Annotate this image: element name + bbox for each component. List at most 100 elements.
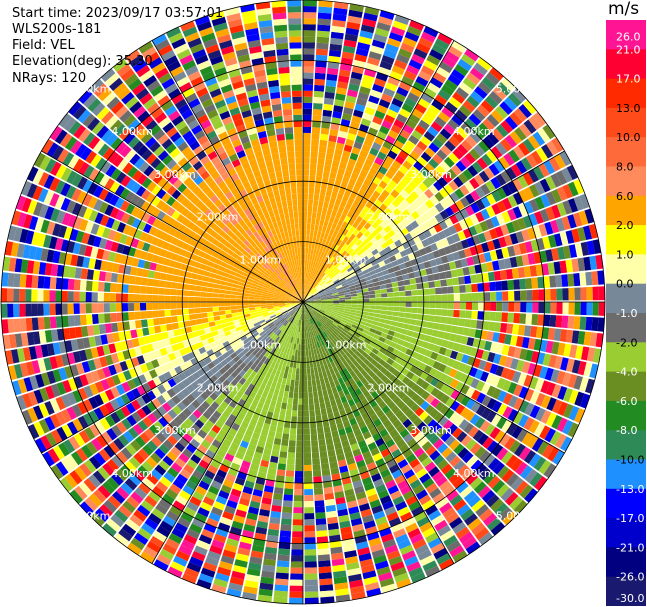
range-gate-cell [304, 464, 312, 472]
range-gate-cell [137, 527, 152, 541]
range-gate-cell [168, 259, 177, 268]
range-gate-cell [423, 415, 434, 426]
range-gate-cell [391, 336, 399, 344]
range-gate-cell [189, 523, 203, 534]
range-gate-cell [254, 393, 262, 402]
range-gate-cell [295, 331, 299, 338]
range-gate-cell [464, 275, 472, 284]
range-gate-cell [303, 211, 308, 218]
range-gate-cell [574, 287, 581, 301]
range-gate-cell [508, 290, 515, 301]
range-gate-cell [492, 238, 502, 250]
range-gate-cell [337, 334, 344, 341]
range-gate-cell [527, 253, 536, 265]
range-gate-cell [523, 374, 533, 388]
range-gate-cell [344, 101, 355, 110]
range-gate-cell [337, 403, 345, 411]
range-gate-cell [275, 572, 289, 580]
range-gate-cell [164, 316, 172, 324]
range-gate-cell [1, 288, 8, 302]
range-gate-cell [222, 326, 230, 333]
range-gate-cell [394, 453, 405, 464]
range-gate-cell [275, 382, 282, 390]
range-gate-cell [301, 308, 303, 315]
range-gate-cell [307, 293, 312, 298]
range-gate-cell [393, 386, 402, 396]
range-gate-cell [198, 346, 207, 355]
range-gate-cell [98, 237, 108, 249]
range-gate-cell [232, 345, 240, 352]
range-gate-cell [356, 223, 364, 232]
range-gate-cell [303, 187, 309, 194]
range-gate-cell [334, 269, 341, 276]
range-gate-cell [523, 266, 532, 278]
range-gate-cell [296, 428, 303, 435]
range-gate-cell [330, 324, 336, 331]
range-gate-cell [271, 326, 278, 332]
range-gate-cell [365, 582, 380, 592]
range-gate-cell [579, 272, 587, 286]
range-gate-cell [236, 329, 244, 335]
range-gate-cell [190, 272, 198, 280]
range-gate-cell [306, 235, 310, 242]
range-gate-cell [274, 321, 281, 327]
range-gate-cell [380, 265, 388, 272]
range-gate-cell [337, 81, 349, 90]
range-gate-cell [322, 258, 327, 266]
range-gate-cell [466, 72, 481, 86]
range-gate-cell [573, 375, 584, 390]
range-gate-cell [318, 372, 324, 379]
range-gate-cell [410, 442, 421, 453]
range-gate-cell [379, 125, 390, 135]
range-gate-cell [324, 431, 332, 440]
range-gate-cell [153, 349, 163, 359]
range-gate-cell [109, 303, 117, 313]
range-gate-cell [360, 377, 368, 385]
range-gate-cell [535, 407, 546, 422]
range-gate-cell [479, 467, 492, 481]
range-gate-cell [170, 302, 177, 309]
range-gate-cell [79, 291, 86, 302]
range-gate-cell [131, 399, 141, 411]
range-gate-cell [350, 293, 358, 297]
range-gate-cell [345, 304, 352, 307]
range-gate-cell [429, 450, 441, 461]
range-gate-cell [66, 200, 77, 214]
range-gate-cell [379, 314, 387, 320]
range-gate-cell [249, 500, 261, 509]
range-gate-cell [352, 228, 360, 236]
range-gate-cell [192, 247, 201, 256]
range-gate-cell [264, 283, 271, 288]
range-gate-cell [450, 325, 459, 334]
range-gate-cell [339, 303, 346, 307]
range-gate-cell [310, 157, 318, 164]
range-gate-cell [218, 429, 228, 438]
range-gate-cell [471, 161, 483, 174]
range-gate-cell [373, 313, 381, 318]
range-gate-cell [528, 115, 542, 131]
range-gate-cell [238, 314, 245, 320]
range-gate-cell [365, 322, 372, 328]
range-gate-cell [274, 310, 281, 315]
range-gate-cell [512, 324, 520, 335]
range-gate-cell [265, 281, 272, 286]
range-gate-cell [122, 500, 136, 514]
range-gate-cell [293, 305, 299, 310]
range-gate-cell [523, 450, 537, 464]
range-gate-cell [483, 361, 493, 373]
range-gate-cell [442, 227, 452, 238]
range-gate-cell [490, 216, 500, 228]
range-gate-cell [347, 462, 358, 471]
range-gate-cell [374, 156, 384, 166]
range-gate-cell [303, 84, 314, 91]
range-gate-cell [367, 315, 374, 321]
range-gate-cell [151, 341, 160, 351]
range-gate-cell [115, 408, 126, 421]
range-gate-cell [318, 572, 333, 580]
range-gate-cell [312, 236, 317, 243]
range-gate-cell [298, 307, 301, 314]
range-gate-cell [214, 258, 223, 266]
range-gate-cell [170, 561, 186, 573]
range-gate-cell [401, 102, 414, 114]
range-gate-cell [439, 502, 453, 514]
